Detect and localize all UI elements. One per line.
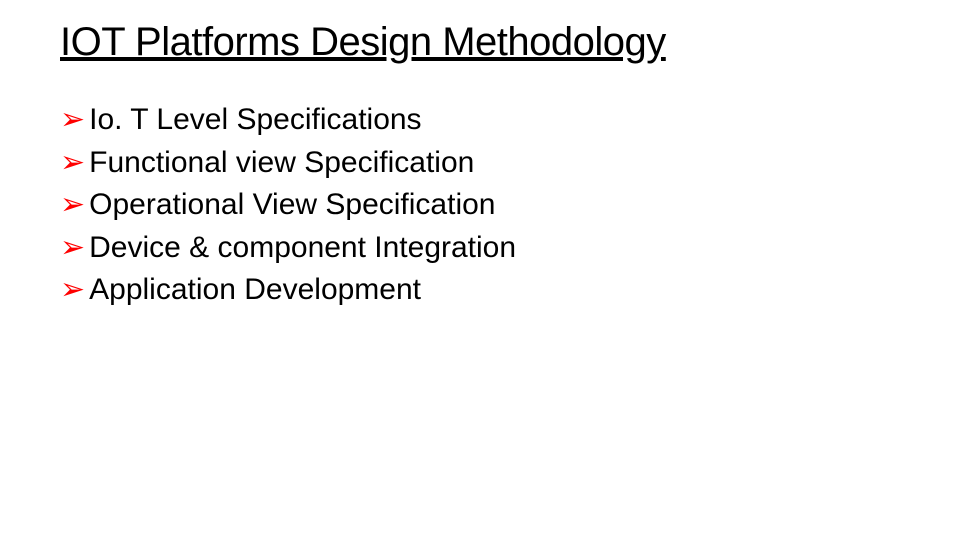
- list-item: ➢ Io. T Level Specifications: [60, 100, 560, 141]
- list-item: ➢ Device & component Integration: [60, 228, 560, 269]
- bullet-marker-icon: ➢: [60, 270, 85, 311]
- list-item: ➢ Functional view Specification: [60, 143, 560, 184]
- list-item: ➢ Application Development: [60, 270, 560, 311]
- bullet-marker-icon: ➢: [60, 143, 85, 184]
- slide-title: IOT Platforms Design Methodology: [60, 20, 900, 65]
- bullet-marker-icon: ➢: [60, 100, 85, 141]
- bullet-text: Functional view Specification: [89, 143, 560, 184]
- bullet-marker-icon: ➢: [60, 228, 85, 269]
- bullet-marker-icon: ➢: [60, 185, 85, 226]
- bullet-list: ➢ Io. T Level Specifications ➢ Functiona…: [60, 100, 560, 311]
- bullet-text: Operational View Specification: [89, 185, 560, 226]
- bullet-text: Io. T Level Specifications: [89, 100, 560, 141]
- bullet-text: Application Development: [89, 270, 560, 311]
- list-item: ➢ Operational View Specification: [60, 185, 560, 226]
- bullet-text: Device & component Integration: [89, 228, 560, 269]
